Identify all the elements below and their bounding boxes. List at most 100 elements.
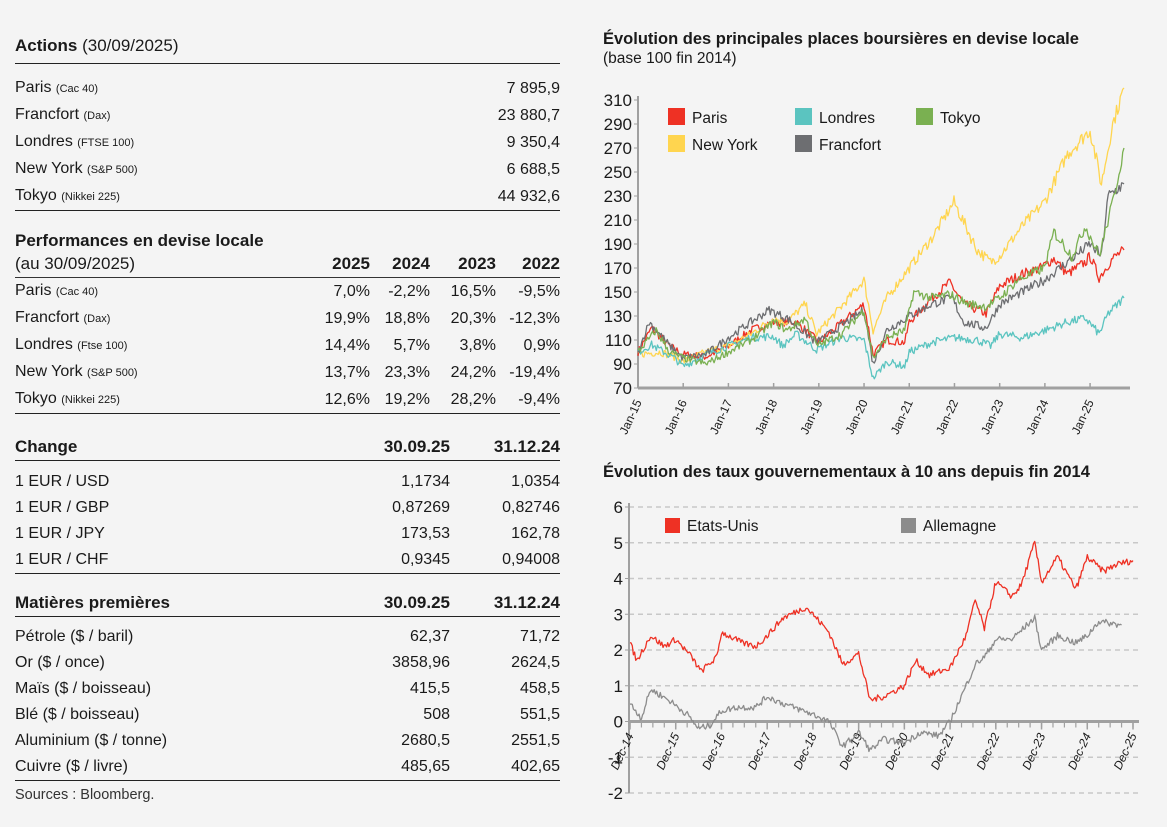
- x-tick-label: Dec-17: [745, 730, 775, 772]
- table-row: Blé ($ / boisseau) 508 551,5: [15, 702, 560, 728]
- performances-subtitle: (au 30/09/2025): [15, 254, 136, 273]
- market-name: Paris: [15, 282, 52, 299]
- table-row: Paris (Cac 40) 7 895,9: [15, 75, 560, 102]
- y-tick-label: 310: [604, 91, 632, 110]
- row-label: Paris (Cac 40): [15, 278, 304, 306]
- rate-value: 0,87269: [392, 499, 450, 516]
- x-tick-label: Dec-25: [1111, 731, 1140, 772]
- performance-value: 23,3%: [384, 363, 430, 381]
- currency-pair: 1 EUR / CHF: [15, 551, 109, 568]
- legend-swatch: [916, 108, 933, 125]
- x-tick-label: Dec-23: [1019, 731, 1048, 772]
- series-line-etats-unis: [629, 540, 1134, 702]
- index-name: (Dax): [83, 110, 111, 122]
- table-row: Paris (Cac 40) 7,0% -2,2% 16,5% -9,5%: [15, 278, 560, 306]
- legend-swatch: [665, 518, 680, 533]
- performance-value: 3,8%: [459, 336, 496, 354]
- performance-value: 16,5%: [450, 282, 496, 300]
- performance-value: -9,5%: [518, 282, 560, 300]
- table-row: Londres (Ftse 100) 14,4% 5,7% 3,8% 0,9%: [15, 332, 560, 359]
- y-tick-label: 130: [604, 307, 632, 326]
- performance-value: 18,8%: [384, 309, 430, 327]
- col-header: 2023: [458, 254, 496, 273]
- performance-value: 28,2%: [450, 390, 496, 408]
- col-header: 2022: [522, 254, 560, 273]
- legend-label: Paris: [692, 110, 728, 127]
- y-tick-label: 3: [614, 605, 623, 624]
- market-name: Francfort: [15, 106, 80, 123]
- y-tick-label: 6: [614, 498, 623, 517]
- legend-item-londres: Londres: [795, 108, 875, 127]
- performance-value: 24,2%: [450, 363, 496, 381]
- row-label: Francfort (Dax): [15, 305, 304, 332]
- x-tick-label: Dec-21: [928, 731, 957, 772]
- row-label: Francfort (Dax): [15, 102, 376, 129]
- index-value: 6 688,5: [506, 160, 560, 178]
- table-row: New York (S&P 500) 13,7% 23,3% 24,2% -19,4%: [15, 359, 560, 386]
- legend-swatch: [901, 518, 916, 533]
- x-tick-label: Jan-23: [978, 397, 1006, 436]
- matieres-section: Matières premières 30.09.25 31.12.24 Pét…: [15, 590, 560, 803]
- x-tick-label: Jan-22: [933, 397, 961, 436]
- x-tick-label: Jan-16: [662, 397, 690, 436]
- y-tick-label: 270: [604, 139, 632, 158]
- commodity-value: 71,72: [519, 628, 560, 645]
- performance-value: -12,3%: [509, 309, 560, 327]
- currency-pair: 1 EUR / GBP: [15, 499, 110, 516]
- legend-label: Tokyo: [940, 110, 981, 127]
- col-header: 30.09.25: [383, 593, 450, 612]
- market-name: New York: [15, 363, 83, 380]
- index-value: 7 895,9: [506, 79, 560, 97]
- legend-swatch: [795, 135, 812, 152]
- row-label: New York (S&P 500): [15, 359, 304, 386]
- y-tick-label: 290: [604, 115, 632, 134]
- rate-value: 1,1734: [401, 473, 450, 490]
- series-line-new-york: [637, 87, 1125, 364]
- market-name: Francfort: [15, 309, 80, 326]
- table-row: 1 EUR / JPY 173,53 162,78: [15, 521, 560, 547]
- commodity-name: Pétrole ($ / baril): [15, 628, 134, 645]
- commodity-value: 2680,5: [401, 732, 450, 749]
- performance-value: 5,7%: [393, 336, 430, 354]
- chart2-plot: -2 -1 0 1 2 3 4 5 6 Dec-14 Dec-15 Dec-16 Dec-17 Dec-1…: [608, 498, 1140, 803]
- y-tick-label: 170: [604, 259, 632, 278]
- performance-value: -9,4%: [518, 390, 560, 408]
- change-section: Change 30.09.25 31.12.24 1 EUR / USD 1,17…: [15, 434, 560, 574]
- rate-value: 173,53: [401, 525, 450, 542]
- market-name: Paris: [15, 79, 52, 96]
- legend-swatch: [668, 135, 685, 152]
- series-line-francfort: [637, 182, 1125, 364]
- commodity-name: Cuivre ($ / livre): [15, 758, 128, 775]
- y-tick-label: 190: [604, 235, 632, 254]
- legend-item-etats-unis: Etats-Unis: [665, 518, 759, 535]
- performance-value: 19,9%: [324, 309, 370, 327]
- table-row: New York (S&P 500) 6 688,5: [15, 156, 560, 183]
- chart1-subtitle: (base 100 fin 2014): [603, 50, 737, 67]
- performances-section: Performances en devise locale (au 30/09/…: [15, 231, 560, 414]
- table-row: Tokyo (Nikkei 225) 12,6% 19,2% 28,2% -9,4%: [15, 386, 560, 413]
- y-tick-label: 230: [604, 187, 632, 206]
- x-tick-label: Jan-24: [1023, 397, 1051, 436]
- commodity-value: 2624,5: [511, 654, 560, 671]
- table-row: Francfort (Dax) 23 880,7: [15, 102, 560, 129]
- y-tick-label: 250: [604, 163, 632, 182]
- y-tick-label: 4: [614, 570, 623, 589]
- index-value: 9 350,4: [506, 133, 560, 151]
- legend-item-tokyo: Tokyo: [916, 108, 981, 127]
- x-tick-label: Jan-25: [1069, 397, 1097, 436]
- legend-item-paris: Paris: [668, 108, 728, 127]
- x-tick-label: Jan-15: [617, 397, 645, 436]
- x-tick-label: Jan-20: [843, 397, 871, 436]
- y-tick-label: 210: [604, 211, 632, 230]
- rate-value: 0,9345: [401, 551, 450, 568]
- legend-label: New York: [692, 137, 758, 154]
- legend-swatch: [668, 108, 685, 125]
- sources-note: Sources : Bloomberg.: [15, 787, 155, 803]
- change-rows: 1 EUR / USD 1,1734 1,0354 1 EUR / GBP 0,8726…: [15, 469, 560, 573]
- series-line-tokyo: [637, 147, 1125, 366]
- table-row: 1 EUR / USD 1,1734 1,0354: [15, 469, 560, 495]
- legend-item-francfort: Francfort: [795, 135, 882, 154]
- actions-title: Actions (30/09/2025): [15, 36, 179, 55]
- commodity-name: Blé ($ / boisseau): [15, 706, 140, 723]
- col-header: 31.12.24: [493, 593, 560, 612]
